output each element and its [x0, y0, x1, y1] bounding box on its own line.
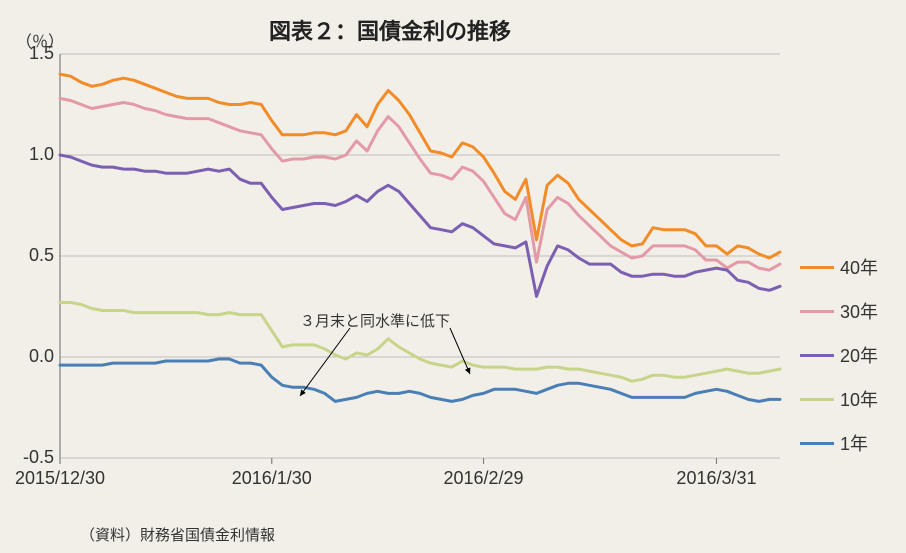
legend-swatch: [800, 398, 834, 401]
annotation-text: ３月末と同水準に低下: [300, 310, 450, 331]
y-tick-label: 0.5: [6, 245, 54, 266]
legend-label: 40年: [840, 254, 878, 280]
legend-label: 30年: [840, 298, 878, 324]
legend-swatch: [800, 442, 834, 445]
x-tick-label: 2015/12/30: [15, 468, 105, 489]
y-tick-label: 0.0: [6, 346, 54, 367]
legend-item: 30年: [800, 298, 878, 324]
legend-swatch: [800, 310, 834, 313]
x-tick-label: 2016/1/30: [232, 468, 312, 489]
y-tick-label: 1.0: [6, 144, 54, 165]
legend-item: 40年: [800, 254, 878, 280]
x-tick-label: 2016/3/31: [676, 468, 756, 489]
legend-swatch: [800, 266, 834, 269]
chart-container: 図表２：国債金利の推移 （％） ３月末と同水準に低下 40年30年20年10年1…: [0, 0, 906, 553]
legend-label: 10年: [840, 386, 878, 412]
y-tick-label: -0.5: [6, 447, 54, 468]
y-tick-label: 1.5: [6, 43, 54, 64]
legend-swatch: [800, 354, 834, 357]
legend-label: 1年: [840, 430, 868, 456]
legend: 40年 30年 20年 10年 1年: [800, 254, 878, 474]
legend-item: 20年: [800, 342, 878, 368]
legend-item: 10年: [800, 386, 878, 412]
legend-label: 20年: [840, 342, 878, 368]
x-tick-label: 2016/2/29: [443, 468, 523, 489]
source-text: （資料）財務省国債金利情報: [80, 524, 275, 545]
legend-item: 1年: [800, 430, 878, 456]
